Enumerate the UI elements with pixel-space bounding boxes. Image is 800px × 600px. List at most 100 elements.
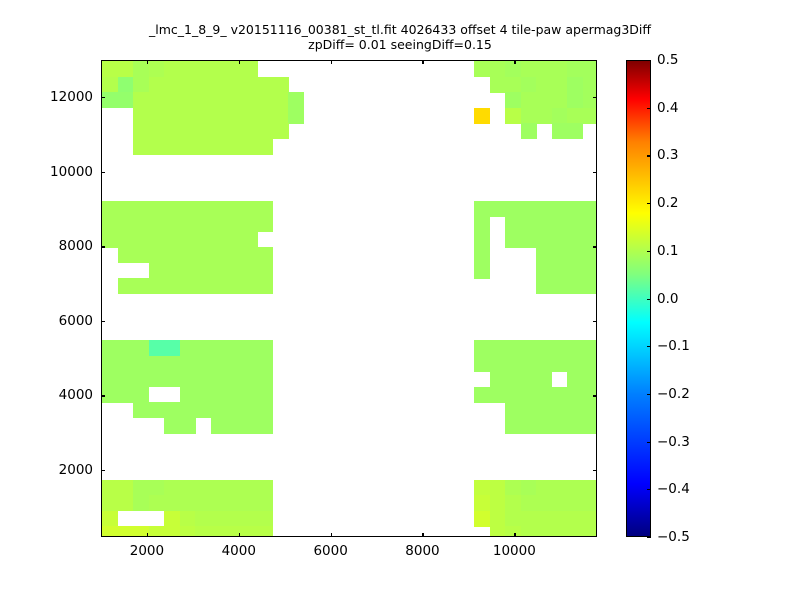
- heatmap-cell: [241, 495, 258, 512]
- heatmap-cell: [567, 526, 584, 536]
- heatmap-cell: [195, 231, 212, 248]
- heatmap-cell: [582, 92, 596, 109]
- x-axis-tick-label: 6000: [313, 543, 348, 559]
- heatmap-cell: [164, 61, 181, 78]
- heatmap-cell: [474, 355, 491, 372]
- heatmap-cell: [567, 200, 584, 217]
- heatmap-cell: [272, 76, 289, 93]
- heatmap-cell: [520, 417, 537, 434]
- heatmap-cell: [520, 402, 537, 419]
- heatmap-cell: [520, 61, 537, 78]
- heatmap-cell: [226, 123, 243, 140]
- heatmap-cell: [536, 386, 553, 403]
- heatmap-cell: [164, 231, 181, 248]
- x-axis-tick-label: 4000: [221, 543, 256, 559]
- heatmap-cell: [179, 340, 196, 357]
- heatmap-cell: [520, 479, 537, 496]
- heatmap-cell: [148, 479, 165, 496]
- heatmap-cell: [241, 247, 258, 264]
- heatmap-cell: [474, 200, 491, 217]
- heatmap-cell: [551, 355, 568, 372]
- heatmap-cell: [505, 92, 522, 109]
- heatmap-cell: [117, 231, 134, 248]
- heatmap-cell: [164, 526, 181, 536]
- heatmap-cell: [226, 371, 243, 388]
- heatmap-cell: [117, 526, 134, 536]
- colorbar-tick: [647, 250, 651, 252]
- heatmap-cell: [102, 61, 119, 78]
- heatmap-cell: [474, 340, 491, 357]
- heatmap-cell: [179, 216, 196, 233]
- heatmap-cell: [164, 107, 181, 124]
- heatmap-cell: [241, 479, 258, 496]
- heatmap-cell: [582, 278, 596, 295]
- heatmap-cell: [474, 479, 491, 496]
- chart-title-block: _lmc_1_8_9_ v20151116_00381_st_tl.fit 40…: [0, 22, 800, 52]
- heatmap-cell: [241, 402, 258, 419]
- heatmap-cell: [179, 402, 196, 419]
- x-axis-tick-top: [422, 60, 424, 64]
- heatmap-cell: [474, 262, 491, 279]
- heatmap-cell: [133, 231, 150, 248]
- heatmap-cell: [272, 123, 289, 140]
- x-axis-tick: [514, 533, 516, 537]
- heatmap-cell: [164, 402, 181, 419]
- heatmap-cell: [536, 402, 553, 419]
- heatmap-cell: [567, 107, 584, 124]
- heatmap-cell: [241, 417, 258, 434]
- heatmap-cell: [179, 355, 196, 372]
- heatmap-cell: [474, 231, 491, 248]
- heatmap-cell: [489, 510, 506, 527]
- heatmap-cell: [582, 216, 596, 233]
- heatmap-cell: [520, 526, 537, 536]
- heatmap-cell: [536, 200, 553, 217]
- heatmap-cell: [505, 107, 522, 124]
- heatmap-cell: [551, 340, 568, 357]
- heatmap-cell: [489, 371, 506, 388]
- heatmap-cell: [226, 510, 243, 527]
- heatmap-cell: [133, 76, 150, 93]
- heatmap-cell: [257, 200, 274, 217]
- heatmap-cell: [210, 495, 227, 512]
- heatmap-cell: [551, 417, 568, 434]
- y-axis-tick-right: [593, 246, 597, 248]
- heatmap-cell: [133, 479, 150, 496]
- heatmap-cell: [179, 92, 196, 109]
- heatmap-cell: [505, 340, 522, 357]
- heatmap-cell: [195, 61, 212, 78]
- heatmap-cell: [489, 386, 506, 403]
- heatmap-cell: [474, 510, 491, 527]
- heatmap-cell: [567, 123, 584, 140]
- x-axis-tick-top: [330, 60, 332, 64]
- heatmap-cell: [164, 76, 181, 93]
- colorbar-tick-label: −0.5: [657, 529, 690, 545]
- heatmap-cell: [505, 510, 522, 527]
- colorbar-tick-label: −0.2: [657, 385, 690, 402]
- heatmap-cell: [164, 479, 181, 496]
- colorbar-tick-label: 0.1: [657, 242, 679, 259]
- heatmap-cell: [117, 340, 134, 357]
- heatmap-cell: [195, 247, 212, 264]
- heatmap-cell: [148, 355, 165, 372]
- colorbar-gradient: [627, 61, 650, 536]
- heatmap-cell: [241, 138, 258, 155]
- heatmap-cell: [133, 526, 150, 536]
- heatmap-cell: [148, 123, 165, 140]
- heatmap-cell: [133, 216, 150, 233]
- heatmap-cell: [520, 123, 537, 140]
- heatmap-cell: [474, 107, 491, 124]
- heatmap-cell: [148, 278, 165, 295]
- heatmap-cell: [489, 479, 506, 496]
- heatmap-cell: [164, 92, 181, 109]
- heatmap-cell: [551, 76, 568, 93]
- heatmap-cell: [210, 417, 227, 434]
- colorbar-tick: [647, 346, 651, 348]
- heatmap-cell: [520, 495, 537, 512]
- heatmap-cell: [520, 76, 537, 93]
- heatmap-cell: [195, 138, 212, 155]
- heatmap-cell: [551, 495, 568, 512]
- heatmap-cell: [505, 355, 522, 372]
- heatmap-cell: [148, 371, 165, 388]
- heatmap-cell: [257, 526, 274, 536]
- heatmap-cell: [567, 495, 584, 512]
